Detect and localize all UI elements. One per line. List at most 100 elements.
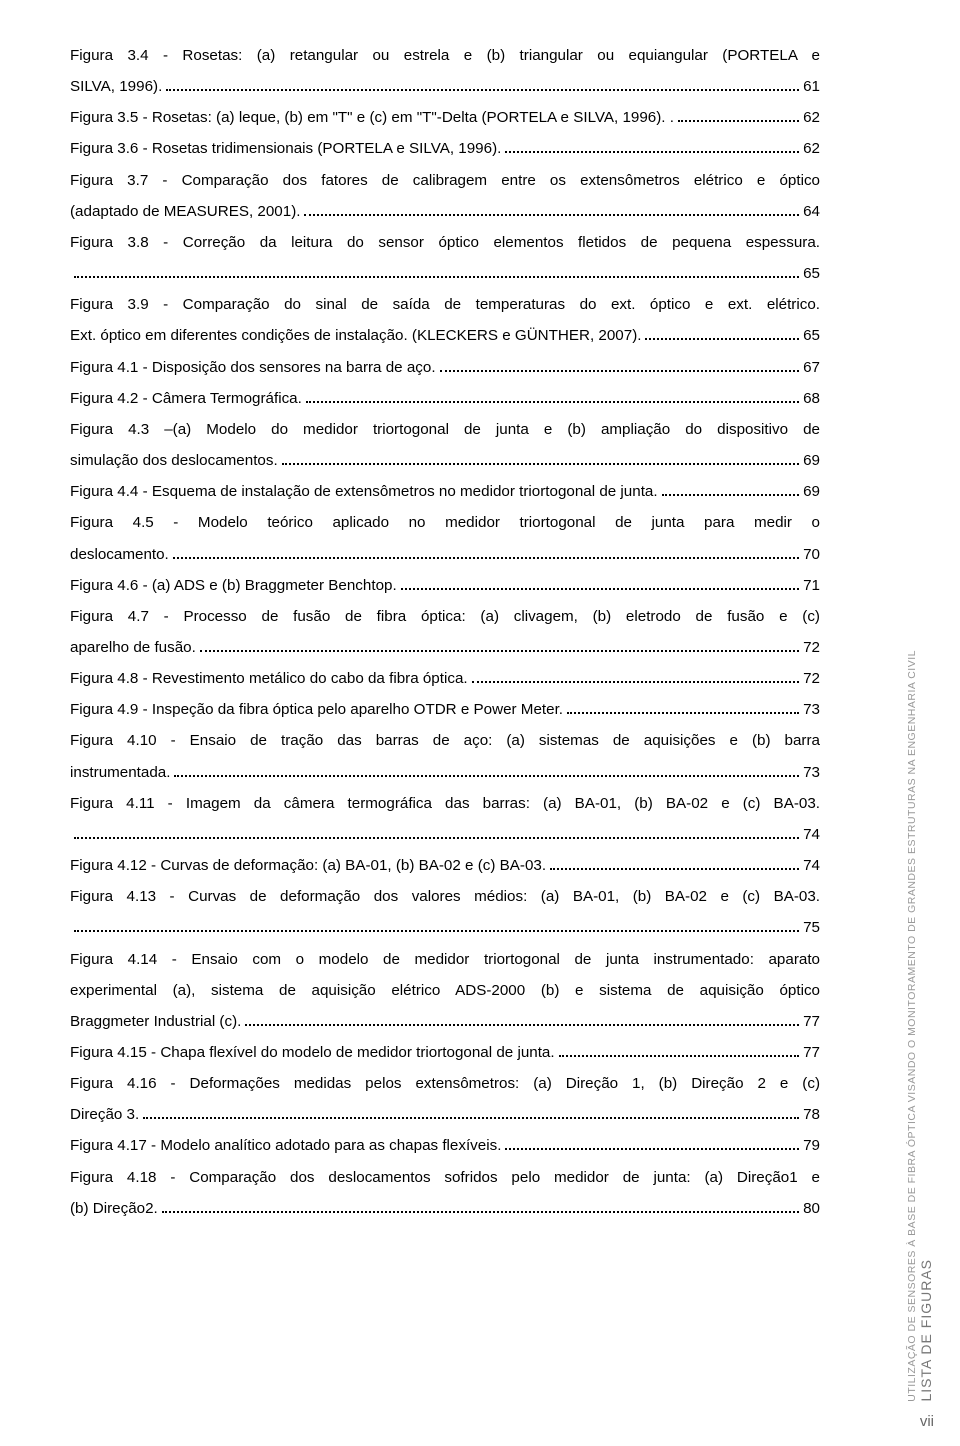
figure-entry: Figura 4.7 - Processo de fusão de fibra …	[70, 601, 820, 663]
entry-line: Figura 3.9 - Comparação do sinal de saíd…	[70, 289, 820, 320]
entry-page: 73	[803, 694, 820, 725]
entry-last-line: Figura 4.6 - (a) ADS e (b) Braggmeter Be…	[70, 570, 820, 601]
dot-leader	[173, 547, 799, 558]
figure-entry: Figura 4.15 - Chapa flexível do modelo d…	[70, 1037, 820, 1068]
figure-entry: Figura 4.9 - Inspeção da fibra óptica pe…	[70, 694, 820, 725]
figure-entry: Figura 3.9 - Comparação do sinal de saíd…	[70, 289, 820, 351]
side-subtitle: UTILIZAÇÃO DE SENSORES À BASE DE FIBRA Ó…	[906, 650, 918, 1402]
entry-text: Braggmeter Industrial (c).	[70, 1006, 241, 1037]
entry-last-line: Figura 3.5 - Rosetas: (a) leque, (b) em …	[70, 102, 820, 133]
entry-line: Figura 3.7 - Comparação dos fatores de c…	[70, 165, 820, 196]
entry-page: 71	[803, 570, 820, 601]
entry-last-line: Figura 4.15 - Chapa flexível do modelo d…	[70, 1037, 820, 1068]
dot-leader	[282, 454, 799, 465]
figure-entry: Figura 4.13 - Curvas de deformação dos v…	[70, 881, 820, 943]
figure-entry: Figura 4.3 –(a) Modelo do medidor triort…	[70, 414, 820, 476]
entry-last-line: SILVA, 1996). 61	[70, 71, 820, 102]
figure-entry: Figura 4.14 - Ensaio com o modelo de med…	[70, 944, 820, 1037]
entry-page: 69	[803, 476, 820, 507]
entry-line: Figura 4.3 –(a) Modelo do medidor triort…	[70, 414, 820, 445]
entry-text: Figura 4.15 - Chapa flexível do modelo d…	[70, 1037, 555, 1068]
dot-leader	[74, 267, 799, 278]
entry-page: 64	[803, 196, 820, 227]
entry-line: Figura 4.18 - Comparação dos deslocament…	[70, 1162, 820, 1193]
dot-leader	[472, 672, 799, 683]
entry-text: Figura 3.6 - Rosetas tridimensionais (PO…	[70, 133, 501, 164]
figure-entry: Figura 3.7 - Comparação dos fatores de c…	[70, 165, 820, 227]
dot-leader	[174, 765, 799, 776]
entry-page: 61	[803, 71, 820, 102]
figure-entry: Figura 3.8 - Correção da leitura do sens…	[70, 227, 820, 289]
entry-last-line: Figura 4.8 - Revestimento metálico do ca…	[70, 663, 820, 694]
entry-page: 80	[803, 1193, 820, 1224]
entry-line: Figura 4.5 - Modelo teórico aplicado no …	[70, 507, 820, 538]
dot-leader	[567, 703, 799, 714]
entry-last-line: Ext. óptico em diferentes condições de i…	[70, 320, 820, 351]
figure-list: Figura 3.4 - Rosetas: (a) retangular ou …	[70, 40, 820, 1224]
entry-text: Figura 4.9 - Inspeção da fibra óptica pe…	[70, 694, 563, 725]
dot-leader	[678, 111, 799, 122]
entry-page: 77	[803, 1037, 820, 1068]
dot-leader	[143, 1108, 799, 1119]
dot-leader	[505, 1139, 799, 1150]
dot-leader	[245, 1015, 799, 1026]
entry-line: Figura 4.11 - Imagem da câmera termográf…	[70, 788, 820, 819]
dot-leader	[74, 921, 799, 932]
entry-text: Figura 4.12 - Curvas de deformação: (a) …	[70, 850, 546, 881]
entry-page: 65	[803, 258, 820, 289]
dot-leader	[306, 392, 799, 403]
entry-page: 68	[803, 383, 820, 414]
entry-text: (b) Direção2.	[70, 1193, 158, 1224]
figure-entry: Figura 4.10 - Ensaio de tração das barra…	[70, 725, 820, 787]
entry-text: Direção 3.	[70, 1099, 139, 1130]
figure-entry: Figura 4.6 - (a) ADS e (b) Braggmeter Be…	[70, 570, 820, 601]
entry-text: Figura 4.4 - Esquema de instalação de ex…	[70, 476, 658, 507]
entry-page: 72	[803, 663, 820, 694]
entry-line: Figura 3.4 - Rosetas: (a) retangular ou …	[70, 40, 820, 71]
entry-text: instrumentada.	[70, 757, 170, 788]
entry-page: 70	[803, 539, 820, 570]
dot-leader	[559, 1046, 799, 1057]
entry-page: 73	[803, 757, 820, 788]
entry-line: Figura 3.8 - Correção da leitura do sens…	[70, 227, 820, 258]
entry-page: 69	[803, 445, 820, 476]
dot-leader	[200, 641, 799, 652]
entry-text: Figura 4.8 - Revestimento metálico do ca…	[70, 663, 468, 694]
dot-leader	[74, 828, 799, 839]
figure-entry: Figura 3.6 - Rosetas tridimensionais (PO…	[70, 133, 820, 164]
figure-entry: Figura 4.5 - Modelo teórico aplicado no …	[70, 507, 820, 569]
entry-text: SILVA, 1996).	[70, 71, 162, 102]
dot-leader	[166, 80, 799, 91]
figure-entry: Figura 4.12 - Curvas de deformação: (a) …	[70, 850, 820, 881]
entry-line: Figura 4.7 - Processo de fusão de fibra …	[70, 601, 820, 632]
entry-last-line: deslocamento.70	[70, 539, 820, 570]
entry-page: 75	[803, 912, 820, 943]
entry-line: Figura 4.16 - Deformações medidas pelos …	[70, 1068, 820, 1099]
entry-text: Figura 4.6 - (a) ADS e (b) Braggmeter Be…	[70, 570, 397, 601]
entry-text: simulação dos deslocamentos.	[70, 445, 278, 476]
figure-entry: Figura 4.2 - Câmera Termográfica.68	[70, 383, 820, 414]
figure-entry: Figura 4.8 - Revestimento metálico do ca…	[70, 663, 820, 694]
entry-last-line: Figura 4.17 - Modelo analítico adotado p…	[70, 1130, 820, 1161]
side-title: LISTA DE FIGURAS	[918, 1259, 934, 1402]
entry-page: 67	[803, 352, 820, 383]
entry-page: 74	[803, 850, 820, 881]
entry-text: aparelho de fusão.	[70, 632, 196, 663]
entry-last-line: Figura 4.2 - Câmera Termográfica.68	[70, 383, 820, 414]
entry-page: 79	[803, 1130, 820, 1161]
dot-leader	[645, 329, 799, 340]
entry-last-line: aparelho de fusão. 72	[70, 632, 820, 663]
entry-page: 74	[803, 819, 820, 850]
entry-text: Figura 4.1 - Disposição dos sensores na …	[70, 352, 436, 383]
entry-line: experimental (a), sistema de aquisição e…	[70, 975, 820, 1006]
entry-last-line: Direção 3.78	[70, 1099, 820, 1130]
entry-last-line: 74	[70, 819, 820, 850]
entry-last-line: Figura 4.9 - Inspeção da fibra óptica pe…	[70, 694, 820, 725]
entry-page: 72	[803, 632, 820, 663]
figure-entry: Figura 4.4 - Esquema de instalação de ex…	[70, 476, 820, 507]
entry-text: (adaptado de MEASURES, 2001).	[70, 196, 300, 227]
figure-entry: Figura 4.16 - Deformações medidas pelos …	[70, 1068, 820, 1130]
entry-last-line: Figura 4.1 - Disposição dos sensores na …	[70, 352, 820, 383]
dot-leader	[505, 142, 799, 153]
page-number: vii	[920, 1413, 934, 1430]
